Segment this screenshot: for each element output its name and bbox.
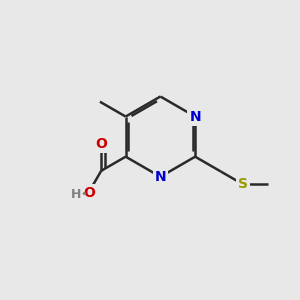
Text: N: N bbox=[154, 170, 166, 184]
Text: O: O bbox=[95, 137, 107, 151]
Text: H: H bbox=[71, 188, 81, 201]
Text: N: N bbox=[189, 110, 201, 124]
Text: S: S bbox=[238, 177, 248, 191]
Text: O: O bbox=[83, 186, 95, 200]
Text: •: • bbox=[80, 189, 87, 200]
